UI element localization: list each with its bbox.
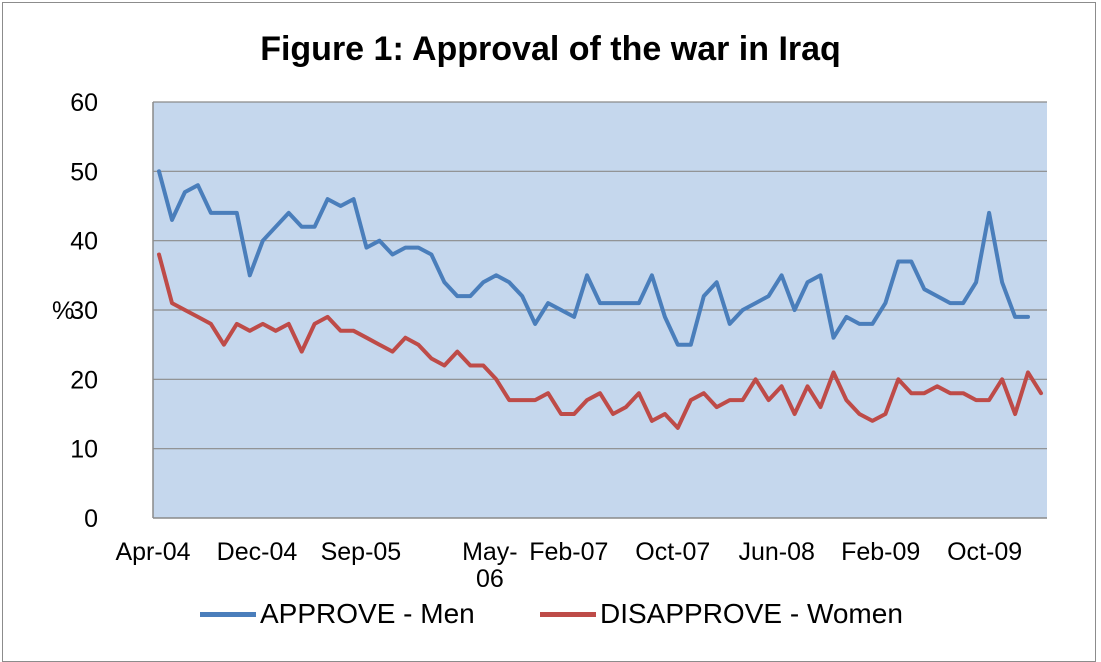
y-tick-label: 10 [70, 436, 98, 464]
x-tick-label: Jun-08 [738, 538, 814, 566]
y-tick-label: 60 [70, 89, 98, 117]
legend-label-series-1: APPROVE - Men [260, 598, 475, 630]
x-tick-label: Apr-04 [115, 538, 190, 566]
y-tick-label: 20 [70, 366, 98, 394]
legend-item-series-2: DISAPPROVE - Women [540, 598, 903, 630]
y-tick-label: 40 [70, 228, 98, 256]
x-tick-label: Oct-09 [947, 538, 1022, 566]
x-tick-label: Oct-07 [635, 538, 710, 566]
y-tick-label: 30 [70, 297, 98, 325]
y-tick-label: 50 [70, 158, 98, 186]
chart-legend: APPROVE - Men DISAPPROVE - Women [0, 598, 1101, 638]
x-tick-label: May- [462, 538, 518, 566]
x-tick-label: 06 [476, 565, 504, 593]
x-tick-label: Feb-09 [841, 538, 920, 566]
x-tick-label: Feb-07 [529, 538, 608, 566]
x-tick-label: Dec-04 [217, 538, 298, 566]
legend-swatch-series-1 [200, 612, 256, 617]
x-tick-label: Sep-05 [321, 538, 402, 566]
y-tick-label: 0 [84, 505, 98, 533]
legend-swatch-series-2 [540, 612, 596, 617]
legend-label-series-2: DISAPPROVE - Women [600, 598, 903, 630]
legend-item-series-1: APPROVE - Men [200, 598, 475, 630]
y-axis-label: % [52, 297, 74, 325]
